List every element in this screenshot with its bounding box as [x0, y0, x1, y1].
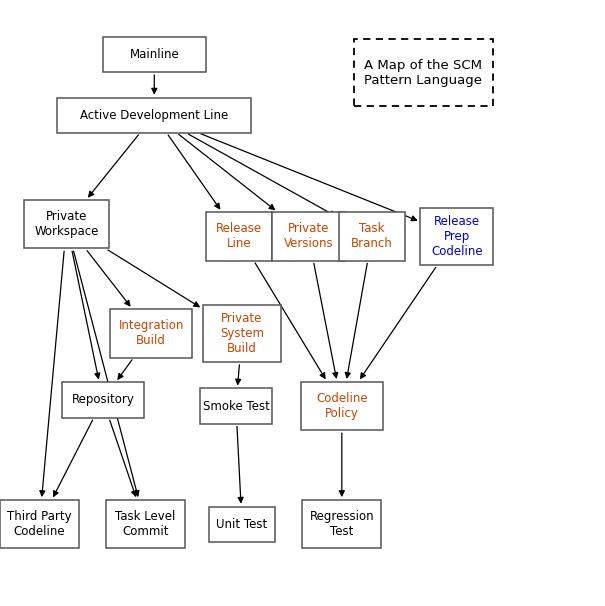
- Text: Private
Workspace: Private Workspace: [34, 210, 99, 238]
- FancyBboxPatch shape: [57, 98, 251, 133]
- Text: Regression
Test: Regression Test: [310, 510, 374, 538]
- Text: Third Party
Codeline: Third Party Codeline: [7, 510, 71, 538]
- Text: Unit Test: Unit Test: [217, 518, 267, 531]
- FancyBboxPatch shape: [354, 39, 493, 106]
- FancyBboxPatch shape: [339, 212, 405, 261]
- FancyBboxPatch shape: [200, 388, 272, 424]
- Text: Integration
Build: Integration Build: [119, 319, 184, 347]
- FancyBboxPatch shape: [106, 500, 185, 548]
- FancyBboxPatch shape: [302, 500, 381, 548]
- Text: Task Level
Commit: Task Level Commit: [115, 510, 175, 538]
- FancyBboxPatch shape: [272, 212, 345, 261]
- FancyBboxPatch shape: [206, 212, 272, 261]
- Text: A Map of the SCM
Pattern Language: A Map of the SCM Pattern Language: [364, 59, 483, 87]
- Text: Mainline: Mainline: [129, 48, 179, 61]
- FancyBboxPatch shape: [0, 500, 79, 548]
- Text: Smoke Test: Smoke Test: [203, 399, 269, 413]
- Text: Private
System
Build: Private System Build: [220, 312, 264, 355]
- FancyBboxPatch shape: [209, 507, 275, 542]
- Text: Private
Versions: Private Versions: [284, 222, 333, 250]
- FancyBboxPatch shape: [420, 207, 493, 265]
- Text: Release
Prep
Codeline: Release Prep Codeline: [431, 215, 483, 258]
- FancyBboxPatch shape: [203, 304, 281, 362]
- FancyBboxPatch shape: [24, 200, 109, 248]
- Text: Active Development Line: Active Development Line: [80, 108, 229, 122]
- FancyBboxPatch shape: [110, 309, 192, 358]
- Text: Task
Branch: Task Branch: [351, 222, 393, 250]
- FancyBboxPatch shape: [62, 382, 144, 418]
- FancyBboxPatch shape: [103, 37, 206, 72]
- Text: Codeline
Policy: Codeline Policy: [316, 392, 368, 420]
- FancyBboxPatch shape: [301, 382, 382, 430]
- Text: Release
Line: Release Line: [216, 222, 262, 250]
- Text: Repository: Repository: [71, 393, 134, 407]
